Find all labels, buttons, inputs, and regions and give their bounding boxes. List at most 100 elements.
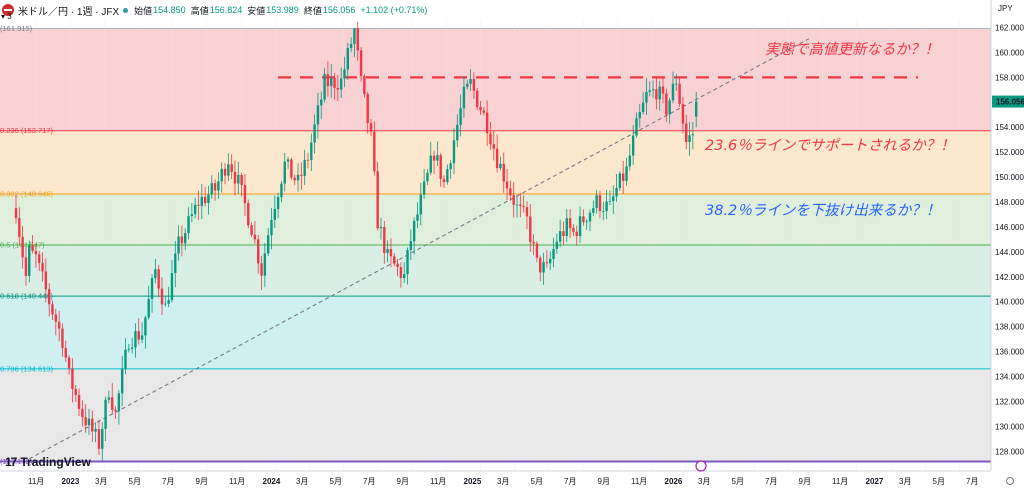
candle-body <box>605 201 608 212</box>
candle-body <box>346 48 349 70</box>
time-tick-label: 3月 <box>698 477 710 486</box>
current-price-tag[interactable] <box>992 95 1024 108</box>
candle-body <box>94 429 97 432</box>
candle-body <box>572 228 575 232</box>
candle-body <box>426 172 429 182</box>
tradingview-logo-text: TradingView <box>20 455 91 469</box>
candle-body <box>522 206 525 208</box>
candle-body <box>217 181 220 191</box>
candle-body <box>177 236 180 254</box>
event-marker-icon[interactable] <box>695 460 707 472</box>
price-axis[interactable]: JPY162.000160.000158.000156.000154.00015… <box>990 0 1024 489</box>
candle-body <box>661 86 665 94</box>
price-tick-label: 136.000 <box>995 348 1024 357</box>
annotation-text[interactable]: 実態で高値更新なるか？！ <box>765 41 939 58</box>
time-tick-label: 9月 <box>196 477 208 486</box>
settings-gear-icon[interactable] <box>1006 477 1014 485</box>
candle-body <box>403 274 406 279</box>
candle-body <box>379 226 383 229</box>
candle-body <box>137 331 140 340</box>
price-tick-label: 140.000 <box>995 298 1024 307</box>
candle-body <box>207 194 210 204</box>
candle-body <box>150 278 154 299</box>
candle-body <box>28 245 31 276</box>
candle-body <box>61 328 64 348</box>
candle-body <box>197 204 200 206</box>
price-tick-label: 130.000 <box>995 422 1024 431</box>
candle-body <box>184 233 187 244</box>
candle-body <box>651 89 655 91</box>
candle-body <box>296 174 300 181</box>
candle-body <box>134 331 137 348</box>
time-tick-label: 7月 <box>966 477 978 486</box>
candle-body <box>509 188 512 196</box>
chart-header: 米ドル／円 · 1週 · JFX 始値 154.850 高値 156.824 安値 1… <box>0 0 990 20</box>
candle-body <box>260 263 263 276</box>
candle-body <box>429 155 432 173</box>
annotations[interactable]: 実態で高値更新なるか？！ 23.6％ラインでサポートされるか？！ 38.2％ラインを… <box>705 41 955 219</box>
time-tick-label: 7月 <box>564 477 576 486</box>
candle-body <box>124 349 127 369</box>
time-tick-label: 2024 <box>263 477 281 486</box>
symbol-title[interactable]: 米ドル／円 · 1週 · JFX <box>18 6 120 18</box>
candle-body <box>247 203 250 226</box>
candle-body <box>529 216 532 242</box>
candle-body <box>326 74 330 87</box>
candle-body <box>416 214 419 221</box>
candle-body <box>87 418 91 426</box>
candle-body <box>313 124 316 143</box>
time-tick-label: 2023 <box>62 477 80 486</box>
indicator-collapse-toggle[interactable]: ▾ 3 <box>1 12 12 21</box>
fib-level-label: (127.179) <box>0 457 33 466</box>
collapse-count: 3 <box>7 12 12 21</box>
candle-body <box>200 196 204 206</box>
time-tick-label: 2025 <box>464 477 482 486</box>
time-axis[interactable]: 11月 2023 3月 5月 7月 9月 11月 2024 3月 5月 7月 9月 11月 2025 3月 5… <box>0 460 1024 489</box>
candle-body <box>595 195 598 209</box>
candle-body <box>270 219 273 236</box>
candle-body <box>555 241 559 250</box>
candle-body <box>456 124 459 141</box>
candle-body <box>349 44 353 49</box>
price-tick-label: 160.000 <box>995 48 1024 57</box>
candle-body <box>320 99 323 106</box>
fib-level-label: 0.236 (153.717) <box>0 126 53 135</box>
annotation-text[interactable]: 23.6％ラインでサポートされるか？！ <box>705 137 955 154</box>
trendline[interactable] <box>29 38 810 460</box>
time-tick-label: 9月 <box>598 477 610 486</box>
trendline-dashed[interactable] <box>29 38 810 460</box>
fib-level-label: 0.786 (134.613) <box>0 364 53 373</box>
price-tick-label: 152.000 <box>995 148 1024 157</box>
price-tick-label: 162.000 <box>995 23 1024 32</box>
candle-body <box>286 159 290 162</box>
annotation-text[interactable]: 38.2％ラインを下抜け出来るか？！ <box>705 202 940 219</box>
candle-body <box>612 196 615 201</box>
time-tick-label: 2026 <box>665 477 683 486</box>
candle-body <box>386 249 389 254</box>
candle-body <box>396 263 399 268</box>
time-tick-label: 11月 <box>631 477 647 486</box>
time-tick-label: 5月 <box>732 477 744 486</box>
price-tick-label: 144.000 <box>995 248 1024 257</box>
candle-body <box>104 399 107 429</box>
candle-body <box>615 187 618 197</box>
candle-body <box>512 195 515 205</box>
candle-body <box>170 273 174 301</box>
candle-body <box>363 76 366 94</box>
candle-body <box>44 271 48 290</box>
price-tick-label: 150.000 <box>995 173 1024 182</box>
candle-body <box>51 304 54 315</box>
time-tick-label: 11月 <box>229 477 245 486</box>
currency-label: JPY <box>998 4 1013 13</box>
candle-body <box>399 267 403 279</box>
candle-body <box>519 204 522 207</box>
candle-body <box>582 216 585 223</box>
tradingview-mark-icon: 17 <box>5 455 17 469</box>
current-price-label: 156.056 <box>996 98 1024 107</box>
candle-body <box>542 262 545 273</box>
candle-body <box>111 397 114 410</box>
market-status-dot-icon <box>123 7 129 13</box>
candle-body <box>330 77 333 87</box>
candle-body <box>515 204 519 206</box>
